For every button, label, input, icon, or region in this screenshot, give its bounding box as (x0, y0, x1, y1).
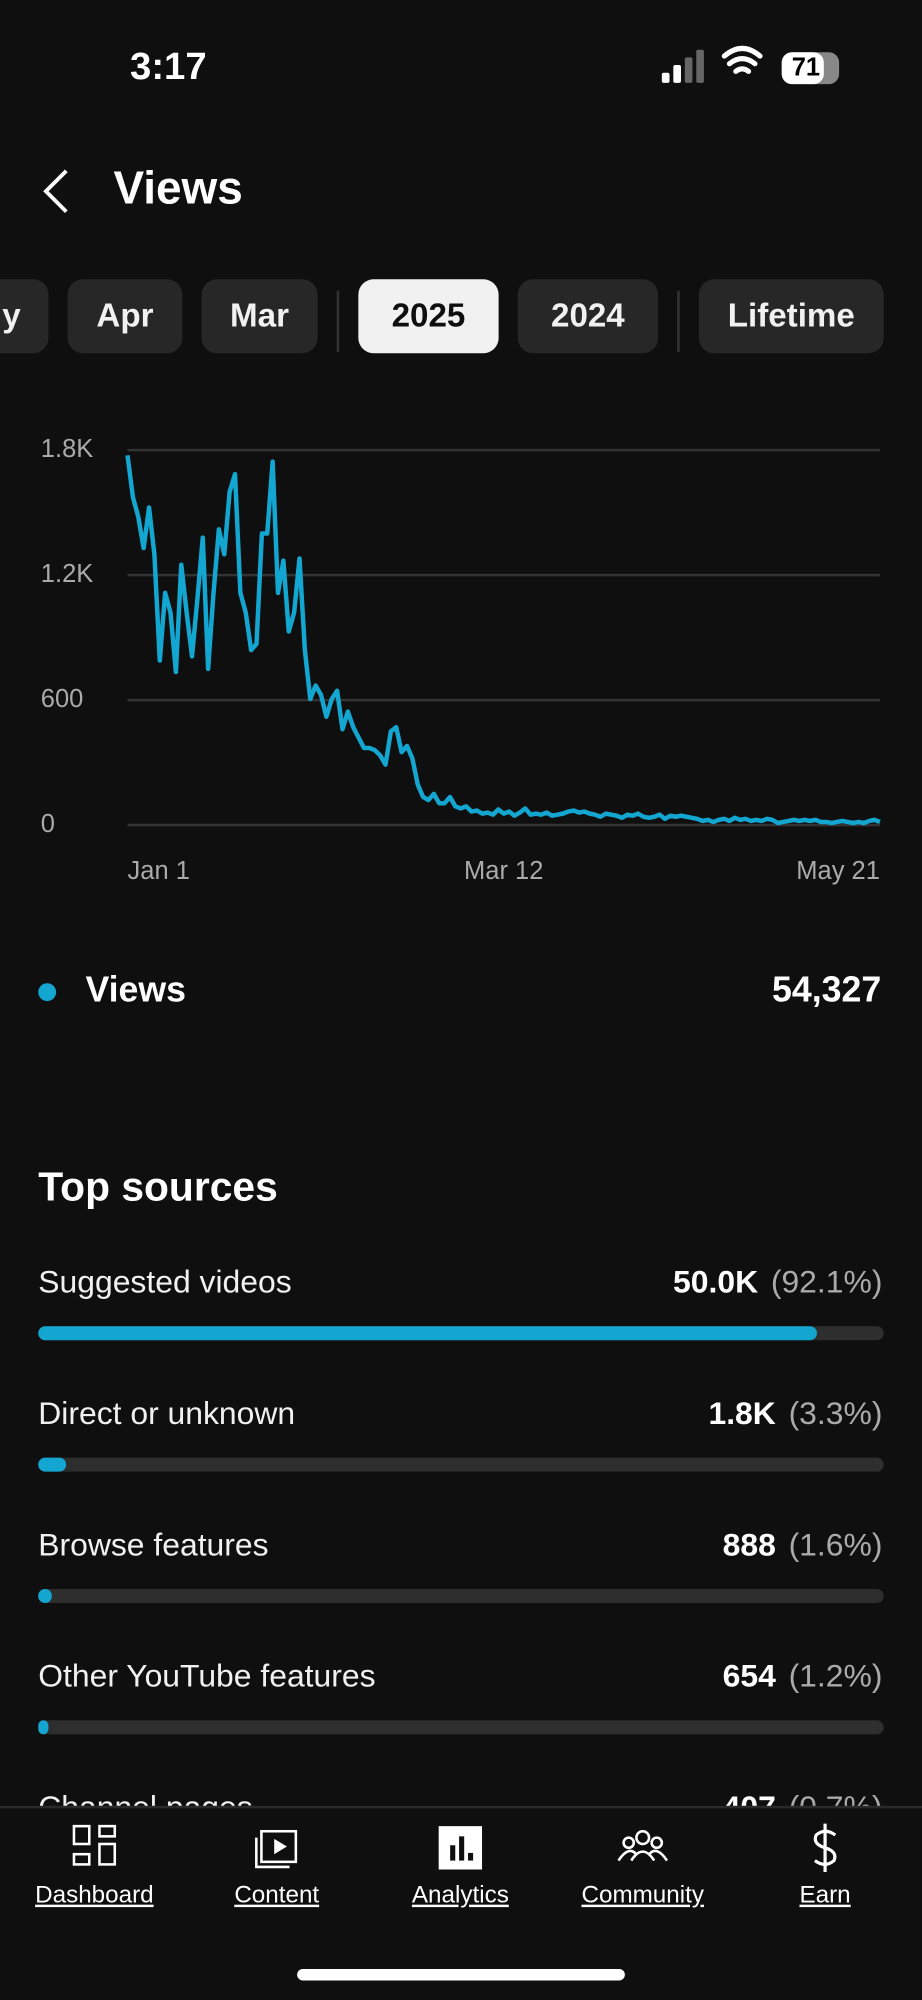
source-bar (38, 1588, 52, 1603)
source-name: Other YouTube features (38, 1658, 375, 1694)
nav-icon (617, 1829, 669, 1862)
nav-icon-part (98, 1824, 117, 1838)
period-tab-label: 2024 (551, 297, 625, 334)
nav-item[interactable]: Dashboard (35, 1882, 153, 1909)
nav-icon-part (274, 1838, 287, 1855)
battery-level (781, 52, 824, 85)
nav-icon (438, 1826, 483, 1870)
nav-icon-part (98, 1842, 117, 1866)
x-tick-label: Jan 1 (128, 857, 190, 885)
nav-icon-part (72, 1852, 91, 1866)
nav-icon-part (459, 1836, 465, 1861)
x-tick-label: May 21 (796, 857, 880, 885)
source-share: (1.2%) (789, 1658, 883, 1694)
source-name: Browse features (38, 1526, 268, 1562)
nav-icon-part (622, 1836, 636, 1850)
y-tick-label: 1.8K (41, 435, 93, 463)
y-tick-label: 0 (41, 810, 55, 838)
y-tick-label: 1.2K (41, 560, 93, 588)
nav-item[interactable]: Earn (799, 1882, 850, 1909)
period-tab[interactable] (201, 279, 318, 354)
section-title: Top sources (38, 1164, 278, 1210)
nav-icon (72, 1824, 117, 1866)
nav-icon-part (450, 1845, 456, 1861)
nav-item[interactable]: Content (234, 1882, 319, 1909)
nav-item[interactable]: Analytics (412, 1882, 509, 1909)
legend-dot (38, 983, 57, 1002)
source-track (38, 1457, 884, 1472)
nav-icon (255, 1829, 298, 1869)
status-time: 3:17 (130, 45, 207, 88)
period-tab-label: y (2, 297, 21, 334)
nav-item[interactable]: Community (581, 1882, 704, 1909)
nav-icon (813, 1823, 837, 1873)
source-value: 1.8K (708, 1395, 775, 1431)
wifi (721, 45, 763, 74)
period-tab-label: Lifetime (728, 297, 855, 334)
period-tab[interactable] (0, 279, 49, 354)
x-tick-label: Mar 12 (464, 857, 543, 885)
nav-icon-part (72, 1824, 91, 1846)
source-share: (3.3%) (789, 1395, 883, 1431)
source-value: 50.0K (673, 1264, 758, 1300)
source-bar (38, 1326, 817, 1341)
page-title: Views (113, 161, 242, 213)
nav-icon-part (468, 1852, 474, 1861)
source-bar (38, 1457, 67, 1472)
period-tab-label: 2025 (392, 297, 466, 334)
legend-label: Views (85, 970, 186, 1010)
period-tab[interactable] (358, 279, 499, 354)
period-tab-label: Mar (230, 297, 289, 334)
period-tab[interactable] (517, 279, 659, 354)
signal (661, 49, 704, 83)
y-tick-label: 600 (41, 685, 84, 713)
source-share: (1.6%) (789, 1526, 883, 1562)
source-name: Suggested videos (38, 1264, 291, 1300)
period-tab[interactable] (698, 279, 884, 354)
nav-icon-part (617, 1849, 669, 1862)
source-bar (38, 1720, 49, 1735)
source-track (38, 1588, 884, 1603)
source-value: 654 (723, 1658, 776, 1694)
back-button[interactable] (43, 169, 68, 214)
nav-icon-part (255, 1837, 290, 1869)
nav-icon-part (260, 1829, 298, 1864)
nav-icon-part (635, 1829, 651, 1846)
period-tab-label: Apr (96, 297, 153, 334)
source-share: (92.1%) (771, 1264, 883, 1300)
period-tab[interactable] (67, 279, 183, 354)
nav-icon-part (650, 1836, 664, 1850)
views-line (125, 455, 881, 826)
source-name: Direct or unknown (38, 1395, 295, 1431)
battery-text: 71 (792, 54, 820, 82)
nav-icon-part (813, 1823, 837, 1873)
source-value: 888 (723, 1526, 776, 1562)
home-indicator (297, 1968, 625, 1981)
total-views: 54,327 (772, 970, 881, 1010)
source-track (38, 1720, 884, 1735)
